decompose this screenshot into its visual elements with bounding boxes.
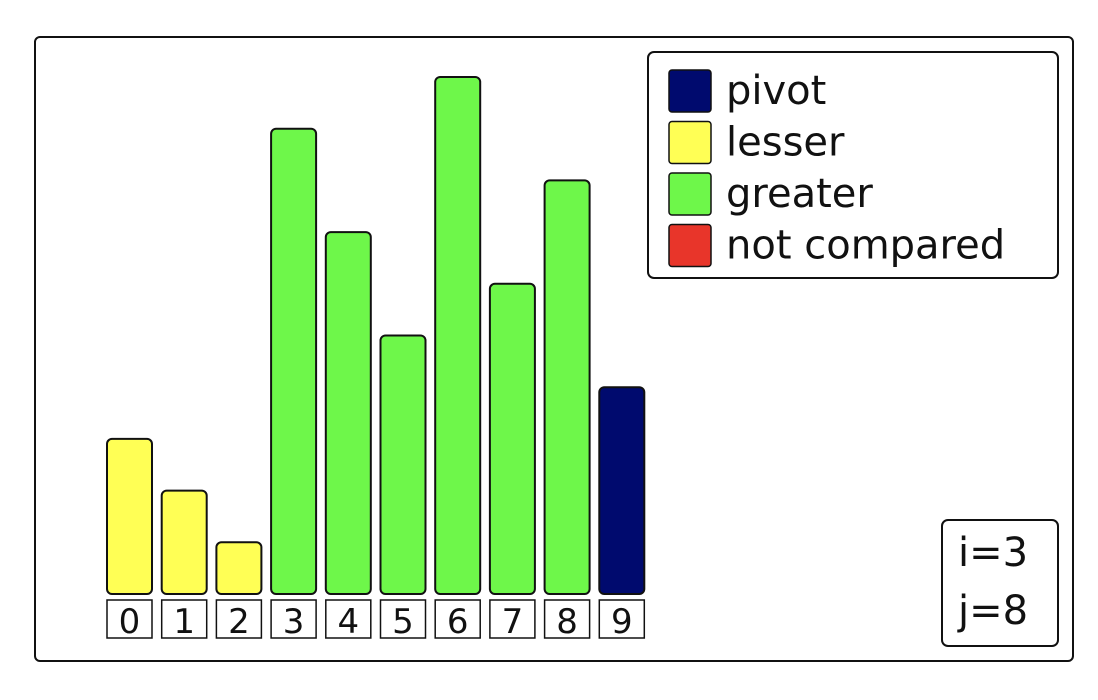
index-label-1: 1 [173,602,195,642]
index-label-4: 4 [337,602,359,642]
index-label-3: 3 [283,602,305,642]
bar-3 [270,127,318,595]
bar-4 [324,231,372,595]
index-label-8: 8 [556,602,578,642]
bar-5 [379,334,427,595]
index-box-5 [379,599,427,639]
index-box-2 [215,599,263,639]
index-box-6 [434,599,481,639]
index-label-2: 2 [228,602,250,642]
legend-swatch-greater [668,172,712,216]
state-box-frame [941,519,1059,647]
bar-7 [488,282,536,595]
bar-0 [106,437,153,595]
index-box-8 [543,599,591,639]
legend: pivot lesser greater not compared [647,51,1059,279]
legend-label-greater: greater [726,171,873,217]
bar-8 [543,179,591,595]
legend-items: pivot lesser greater not compared [668,68,1005,269]
index-label-0: 0 [119,602,141,642]
legend-label-lesser: lesser [726,120,845,166]
legend-label-pivot: pivot [726,68,826,114]
state-box: i=3 j=8 [941,519,1059,647]
index-box-3 [270,599,317,639]
bar-1 [160,489,208,596]
index-label-5: 5 [392,602,414,642]
bar-9 [598,386,646,596]
index-label-7: 7 [502,602,524,642]
legend-swatch-not_compared [668,223,712,268]
legend-label-not_compared: not compared [726,223,1005,269]
bar-2 [215,541,263,595]
j-label: j=8 [957,588,1028,634]
legend-swatch-lesser [668,120,712,165]
index-box-1 [160,599,208,639]
index-label-9: 9 [611,602,633,642]
index-label-6: 6 [447,602,469,642]
i-label: i=3 [958,530,1028,576]
index-box-4 [325,599,372,639]
index-box-9 [598,599,646,639]
index-box-0 [106,599,153,639]
legend-swatch-pivot [668,69,712,113]
legend-box [647,51,1059,279]
index-box-7 [489,599,536,639]
bar-6 [434,76,482,595]
bars-group [106,76,646,596]
